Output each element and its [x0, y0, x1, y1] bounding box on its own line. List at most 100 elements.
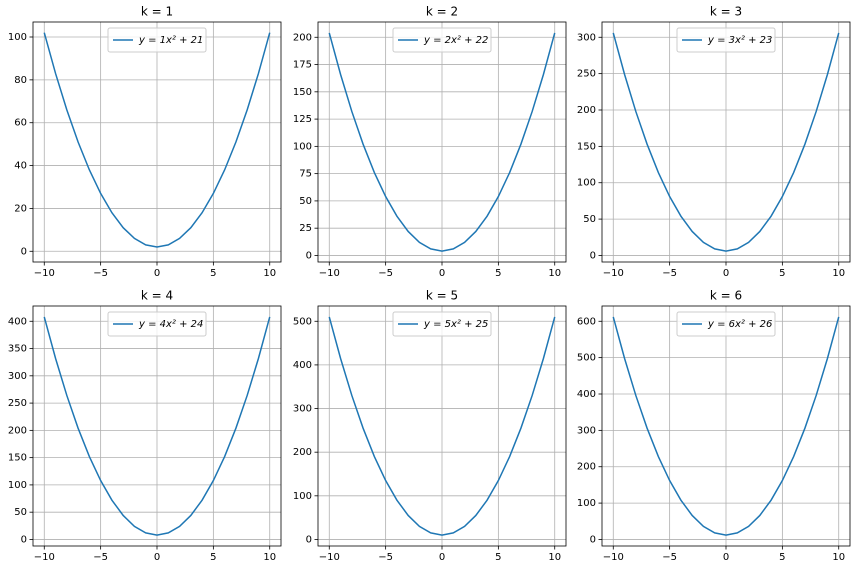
y-tick-label: 150	[577, 141, 596, 152]
data-line	[43, 32, 271, 248]
y-tick-label: 200	[293, 32, 312, 43]
y-tick-label: 300	[8, 371, 27, 382]
data-line	[612, 316, 840, 536]
y-tick-label: 100	[577, 178, 596, 189]
x-tick-label: 5	[210, 268, 216, 279]
y-tick-label: 500	[293, 316, 312, 327]
chart-title: k = 3	[710, 5, 742, 19]
legend-box	[392, 311, 492, 337]
y-tick-label: 100	[293, 491, 312, 502]
y-tick-label: 0	[590, 534, 596, 545]
x-tick-label: −5	[378, 268, 393, 279]
y-tick-label: 80	[14, 75, 27, 86]
x-tick-label: 0	[154, 552, 160, 563]
chart-title: k = 1	[141, 5, 173, 19]
y-tick-label: 60	[14, 118, 27, 129]
legend-label: y = 5x² + 25	[423, 319, 488, 330]
chart-title: k = 2	[426, 5, 458, 19]
y-tick-label: 125	[293, 114, 312, 125]
y-tick-label: 400	[293, 360, 312, 371]
legend-label: y = 6x² + 26	[707, 319, 772, 330]
y-tick-label: 75	[299, 169, 312, 180]
x-tick-label: −10	[603, 268, 624, 279]
x-tick-label: −5	[662, 268, 677, 279]
y-tick-label: 100	[293, 141, 312, 152]
legend-label: y = 3x² + 23	[707, 35, 772, 46]
chart-title: k = 4	[141, 289, 173, 303]
x-tick-label: −5	[378, 552, 393, 563]
axes-frame	[32, 21, 282, 263]
axes-frame	[317, 21, 567, 263]
y-tick-label: 600	[577, 316, 596, 327]
x-tick-label: 5	[495, 552, 501, 563]
x-tick-label: −5	[662, 552, 677, 563]
x-tick-label: 5	[210, 552, 216, 563]
y-tick-label: 50	[299, 196, 312, 207]
y-tick-label: 200	[577, 105, 596, 116]
x-tick-label: 0	[439, 552, 445, 563]
y-tick-label: 0	[306, 250, 312, 261]
x-tick-label: 5	[495, 268, 501, 279]
x-tick-label: −10	[34, 552, 55, 563]
y-tick-label: 400	[577, 389, 596, 400]
x-tick-label: −10	[34, 268, 55, 279]
x-tick-label: 0	[723, 268, 729, 279]
legend-label: y = 4x² + 24	[138, 319, 203, 330]
y-tick-label: 0	[590, 250, 596, 261]
y-tick-label: 200	[8, 425, 27, 436]
x-tick-label: 10	[263, 552, 276, 563]
y-tick-label: 0	[306, 534, 312, 545]
y-tick-label: 40	[14, 161, 27, 172]
x-tick-label: 0	[439, 268, 445, 279]
y-tick-label: 100	[8, 480, 27, 491]
x-tick-label: 0	[723, 552, 729, 563]
axes-frame	[601, 305, 851, 547]
legend: y = 1x² + 21	[107, 27, 207, 53]
chart-title: k = 6	[710, 289, 742, 303]
x-tick-label: −10	[603, 552, 624, 563]
y-tick-label: 175	[293, 60, 312, 71]
y-tick-label: 300	[577, 425, 596, 436]
legend: y = 6x² + 26	[676, 311, 776, 337]
y-tick-label: 250	[577, 69, 596, 80]
legend-box	[392, 27, 492, 53]
x-tick-label: 0	[154, 268, 160, 279]
legend-box	[676, 27, 776, 53]
legend-label: y = 1x² + 21	[138, 35, 203, 46]
legend: y = 3x² + 23	[676, 27, 776, 53]
x-tick-label: −10	[319, 552, 340, 563]
y-tick-label: 20	[14, 203, 27, 214]
y-tick-label: 300	[577, 32, 596, 43]
x-tick-label: 10	[548, 268, 561, 279]
data-line	[612, 32, 840, 252]
y-tick-label: 100	[8, 32, 27, 43]
y-tick-label: 350	[8, 344, 27, 355]
y-tick-label: 200	[577, 462, 596, 473]
y-tick-label: 200	[293, 447, 312, 458]
y-tick-label: 150	[293, 87, 312, 98]
legend: y = 5x² + 25	[392, 311, 492, 337]
legend: y = 4x² + 24	[107, 311, 207, 337]
legend-box	[107, 311, 207, 337]
data-line	[43, 316, 271, 536]
y-tick-label: 250	[8, 398, 27, 409]
legend: y = 2x² + 22	[392, 27, 492, 53]
legend-box	[107, 27, 207, 53]
x-tick-label: −5	[93, 552, 108, 563]
x-tick-label: 10	[832, 268, 845, 279]
y-tick-label: 300	[293, 404, 312, 415]
y-tick-label: 50	[14, 507, 27, 518]
chart-title: k = 5	[426, 289, 458, 303]
y-tick-label: 150	[8, 453, 27, 464]
y-tick-label: 25	[299, 223, 312, 234]
y-tick-label: 0	[21, 246, 27, 257]
x-tick-label: −10	[319, 268, 340, 279]
y-tick-label: 0	[21, 534, 27, 545]
x-tick-label: −5	[93, 268, 108, 279]
